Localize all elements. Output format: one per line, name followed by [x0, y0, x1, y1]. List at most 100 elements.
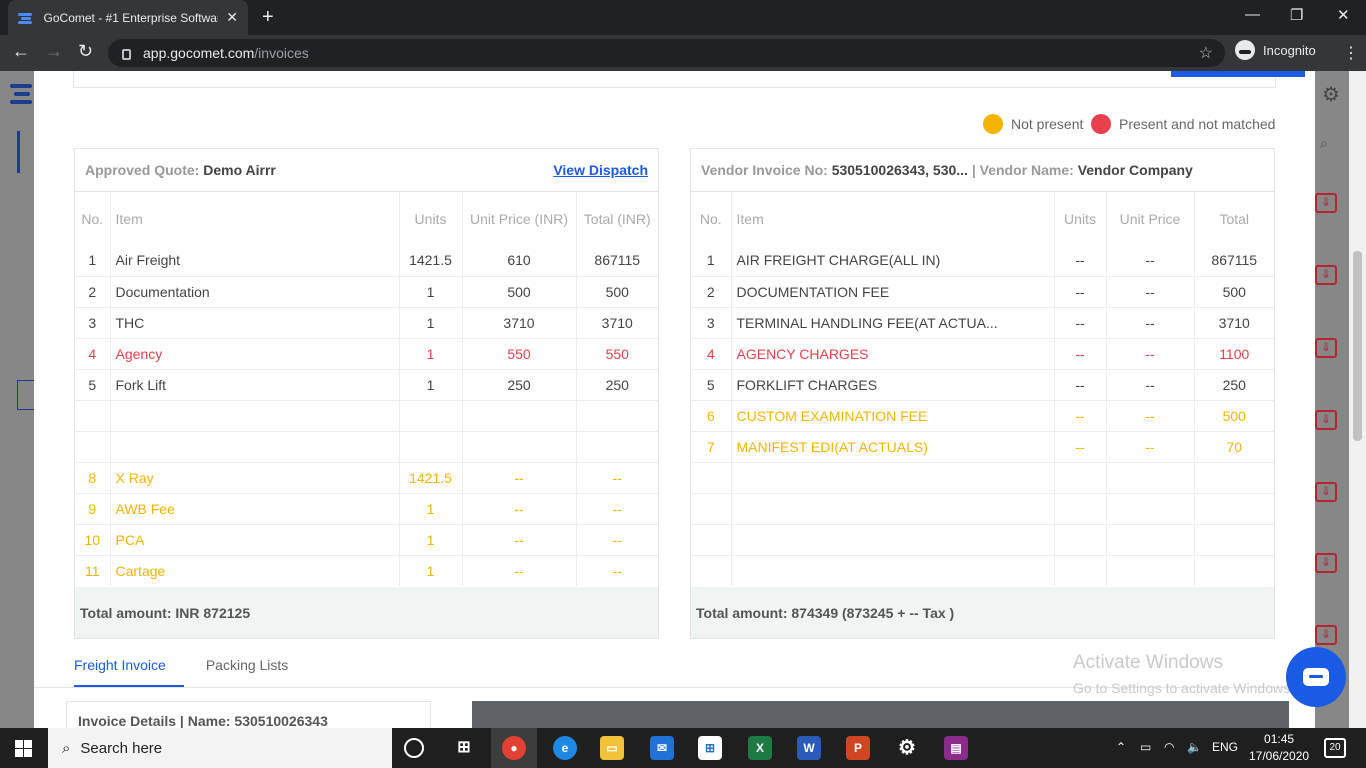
powerpoint-icon[interactable]: P — [846, 736, 870, 760]
browser-tab[interactable]: GoComet - #1 Enterprise Software ✕ — [8, 0, 248, 35]
cell-total — [1193, 461, 1274, 493]
tab-title: GoComet - #1 Enterprise Software — [43, 10, 219, 25]
view-dispatch-link[interactable]: View Dispatch — [553, 162, 648, 178]
battery-icon[interactable]: ▭ — [1140, 740, 1152, 754]
edge-icon[interactable]: e — [553, 736, 577, 760]
cell-price — [461, 399, 576, 431]
volume-icon[interactable]: 🔈 — [1187, 740, 1202, 754]
excel-icon[interactable]: X — [748, 736, 772, 760]
page-scrollbar[interactable] — [1349, 71, 1366, 728]
cell-item: Fork Lift — [109, 368, 399, 400]
incognito-indicator[interactable]: Incognito — [1235, 40, 1316, 60]
download-icon[interactable]: ⇓ — [1315, 338, 1337, 358]
vendor-table: No. Item Units Unit Price Total 1 AIR FREIGHT… — [691, 192, 1274, 586]
mail-icon[interactable]: ✉ — [650, 736, 674, 760]
settings-gear-icon[interactable]: ⚙ — [898, 737, 916, 759]
cell-no: 6 — [691, 399, 731, 431]
download-icon[interactable]: ⇓ — [1315, 193, 1337, 213]
browser-tab-strip: GoComet - #1 Enterprise Software ✕ + — ❐… — [0, 0, 1366, 35]
document-preview-panel — [472, 701, 1289, 728]
cell-item — [109, 430, 399, 462]
cell-units: 1421.5 — [398, 245, 462, 276]
cell-total — [575, 399, 658, 431]
tray-chevron-icon[interactable]: ⌃ — [1116, 740, 1127, 754]
cell-item — [730, 523, 1054, 555]
winrar-icon[interactable]: ▤ — [944, 736, 968, 760]
cell-price: -- — [1105, 368, 1194, 400]
minimize-button[interactable]: — — [1245, 6, 1260, 23]
notification-center-icon[interactable]: 20 — [1324, 738, 1346, 758]
taskbar-search[interactable]: ⌕ Search here — [48, 728, 392, 768]
file-explorer-icon[interactable]: ▭ — [600, 736, 624, 760]
table-row: 5 Fork Lift 1 250 250 — [75, 368, 658, 400]
sidebar-item-box[interactable] — [17, 380, 35, 410]
table-row — [691, 523, 1274, 555]
gear-icon[interactable]: ⚙ — [1322, 84, 1340, 106]
quote-total-text: Total amount: INR 872125 — [80, 604, 251, 621]
tab-freight-invoice[interactable]: Freight Invoice — [74, 657, 184, 687]
cell-item: AIR FREIGHT CHARGE(ALL IN) — [730, 245, 1054, 276]
reload-icon[interactable]: ↻ — [78, 41, 94, 61]
download-icon[interactable]: ⇓ — [1315, 410, 1337, 430]
cell-item: PCA — [109, 523, 399, 555]
cell-price: -- — [1105, 275, 1194, 307]
cell-price: -- — [1105, 245, 1194, 276]
forward-arrow-icon[interactable]: → — [45, 41, 63, 61]
clock-time: 01:45 — [1264, 732, 1295, 746]
table-row: 2 Documentation 1 500 500 — [75, 275, 658, 307]
table-row: 5 FORKLIFT CHARGES -- -- 250 — [691, 368, 1274, 400]
download-icon[interactable]: ⇓ — [1315, 482, 1337, 502]
watermark-title: Activate Windows — [1073, 652, 1223, 673]
cell-total — [1193, 554, 1274, 586]
download-icon[interactable]: ⇓ — [1315, 553, 1337, 573]
watermark-subtitle: Go to Settings to activate Windows. — [1073, 680, 1294, 696]
back-arrow-icon[interactable]: ← — [12, 41, 30, 61]
wifi-icon[interactable]: ◠ — [1164, 740, 1175, 754]
chat-widget-button[interactable] — [1286, 647, 1346, 707]
search-icon[interactable]: ⌕ — [1320, 135, 1328, 151]
cortana-icon[interactable] — [404, 738, 424, 758]
maximize-button[interactable]: ❐ — [1290, 7, 1304, 24]
cell-units — [398, 399, 462, 431]
table-row: 11 Cartage 1 -- -- — [75, 554, 658, 586]
cell-no — [75, 430, 110, 462]
task-view-icon[interactable]: ⊞ — [457, 739, 471, 756]
download-icon[interactable]: ⇓ — [1315, 625, 1337, 645]
tab-packing-lists[interactable]: Packing Lists — [205, 657, 289, 673]
taskbar-clock[interactable]: 01:45 17/06/2020 — [1249, 731, 1309, 765]
cell-item: TERMINAL HANDLING FEE(AT ACTUA... — [730, 306, 1054, 338]
column-header: Units — [398, 192, 462, 245]
column-header: No. — [699, 210, 722, 227]
windows-start-icon[interactable] — [15, 740, 32, 757]
cell-item: FORKLIFT CHARGES — [730, 368, 1054, 400]
cell-units: -- — [1053, 399, 1106, 431]
new-tab-button[interactable]: + — [262, 6, 274, 28]
menu-kebab-icon[interactable]: ⋮ — [1343, 45, 1359, 62]
close-window-button[interactable]: ✕ — [1337, 7, 1350, 24]
windows-taskbar: ⌕ Search here ⊞ ● e ▭ ✉ ⊞ X W P ⚙ ▤ ⌃ ▭ … — [0, 728, 1366, 768]
download-icon[interactable]: ⇓ — [1315, 265, 1337, 285]
cell-total — [1193, 492, 1274, 524]
cell-no — [691, 554, 731, 586]
url-path: /invoices — [254, 45, 309, 61]
header-separator: | — [967, 162, 980, 178]
cell-units: 1 — [398, 523, 462, 555]
lock-icon — [122, 48, 131, 60]
cell-price: -- — [461, 554, 576, 586]
vendor-invoice-card: Vendor Invoice No: 530510026343, 530... … — [690, 148, 1275, 639]
cell-units: -- — [1053, 430, 1106, 462]
cell-item — [730, 461, 1054, 493]
chrome-icon[interactable]: ● — [502, 736, 526, 760]
store-icon[interactable]: ⊞ — [698, 736, 722, 760]
scrollbar-thumb[interactable] — [1353, 251, 1362, 441]
language-indicator[interactable]: ENG — [1212, 740, 1239, 754]
table-row — [691, 461, 1274, 493]
word-icon[interactable]: W — [797, 736, 821, 760]
address-bar[interactable]: app.gocomet.com/invoices ☆ — [108, 39, 1225, 67]
table-row: 4 Agency 1 550 550 — [75, 337, 658, 369]
bookmark-star-icon[interactable]: ☆ — [1198, 45, 1213, 62]
header-action-button[interactable] — [1171, 71, 1305, 77]
tab-close-icon[interactable]: ✕ — [226, 9, 238, 25]
cell-total: -- — [575, 523, 658, 555]
cell-item: X Ray — [109, 461, 399, 493]
